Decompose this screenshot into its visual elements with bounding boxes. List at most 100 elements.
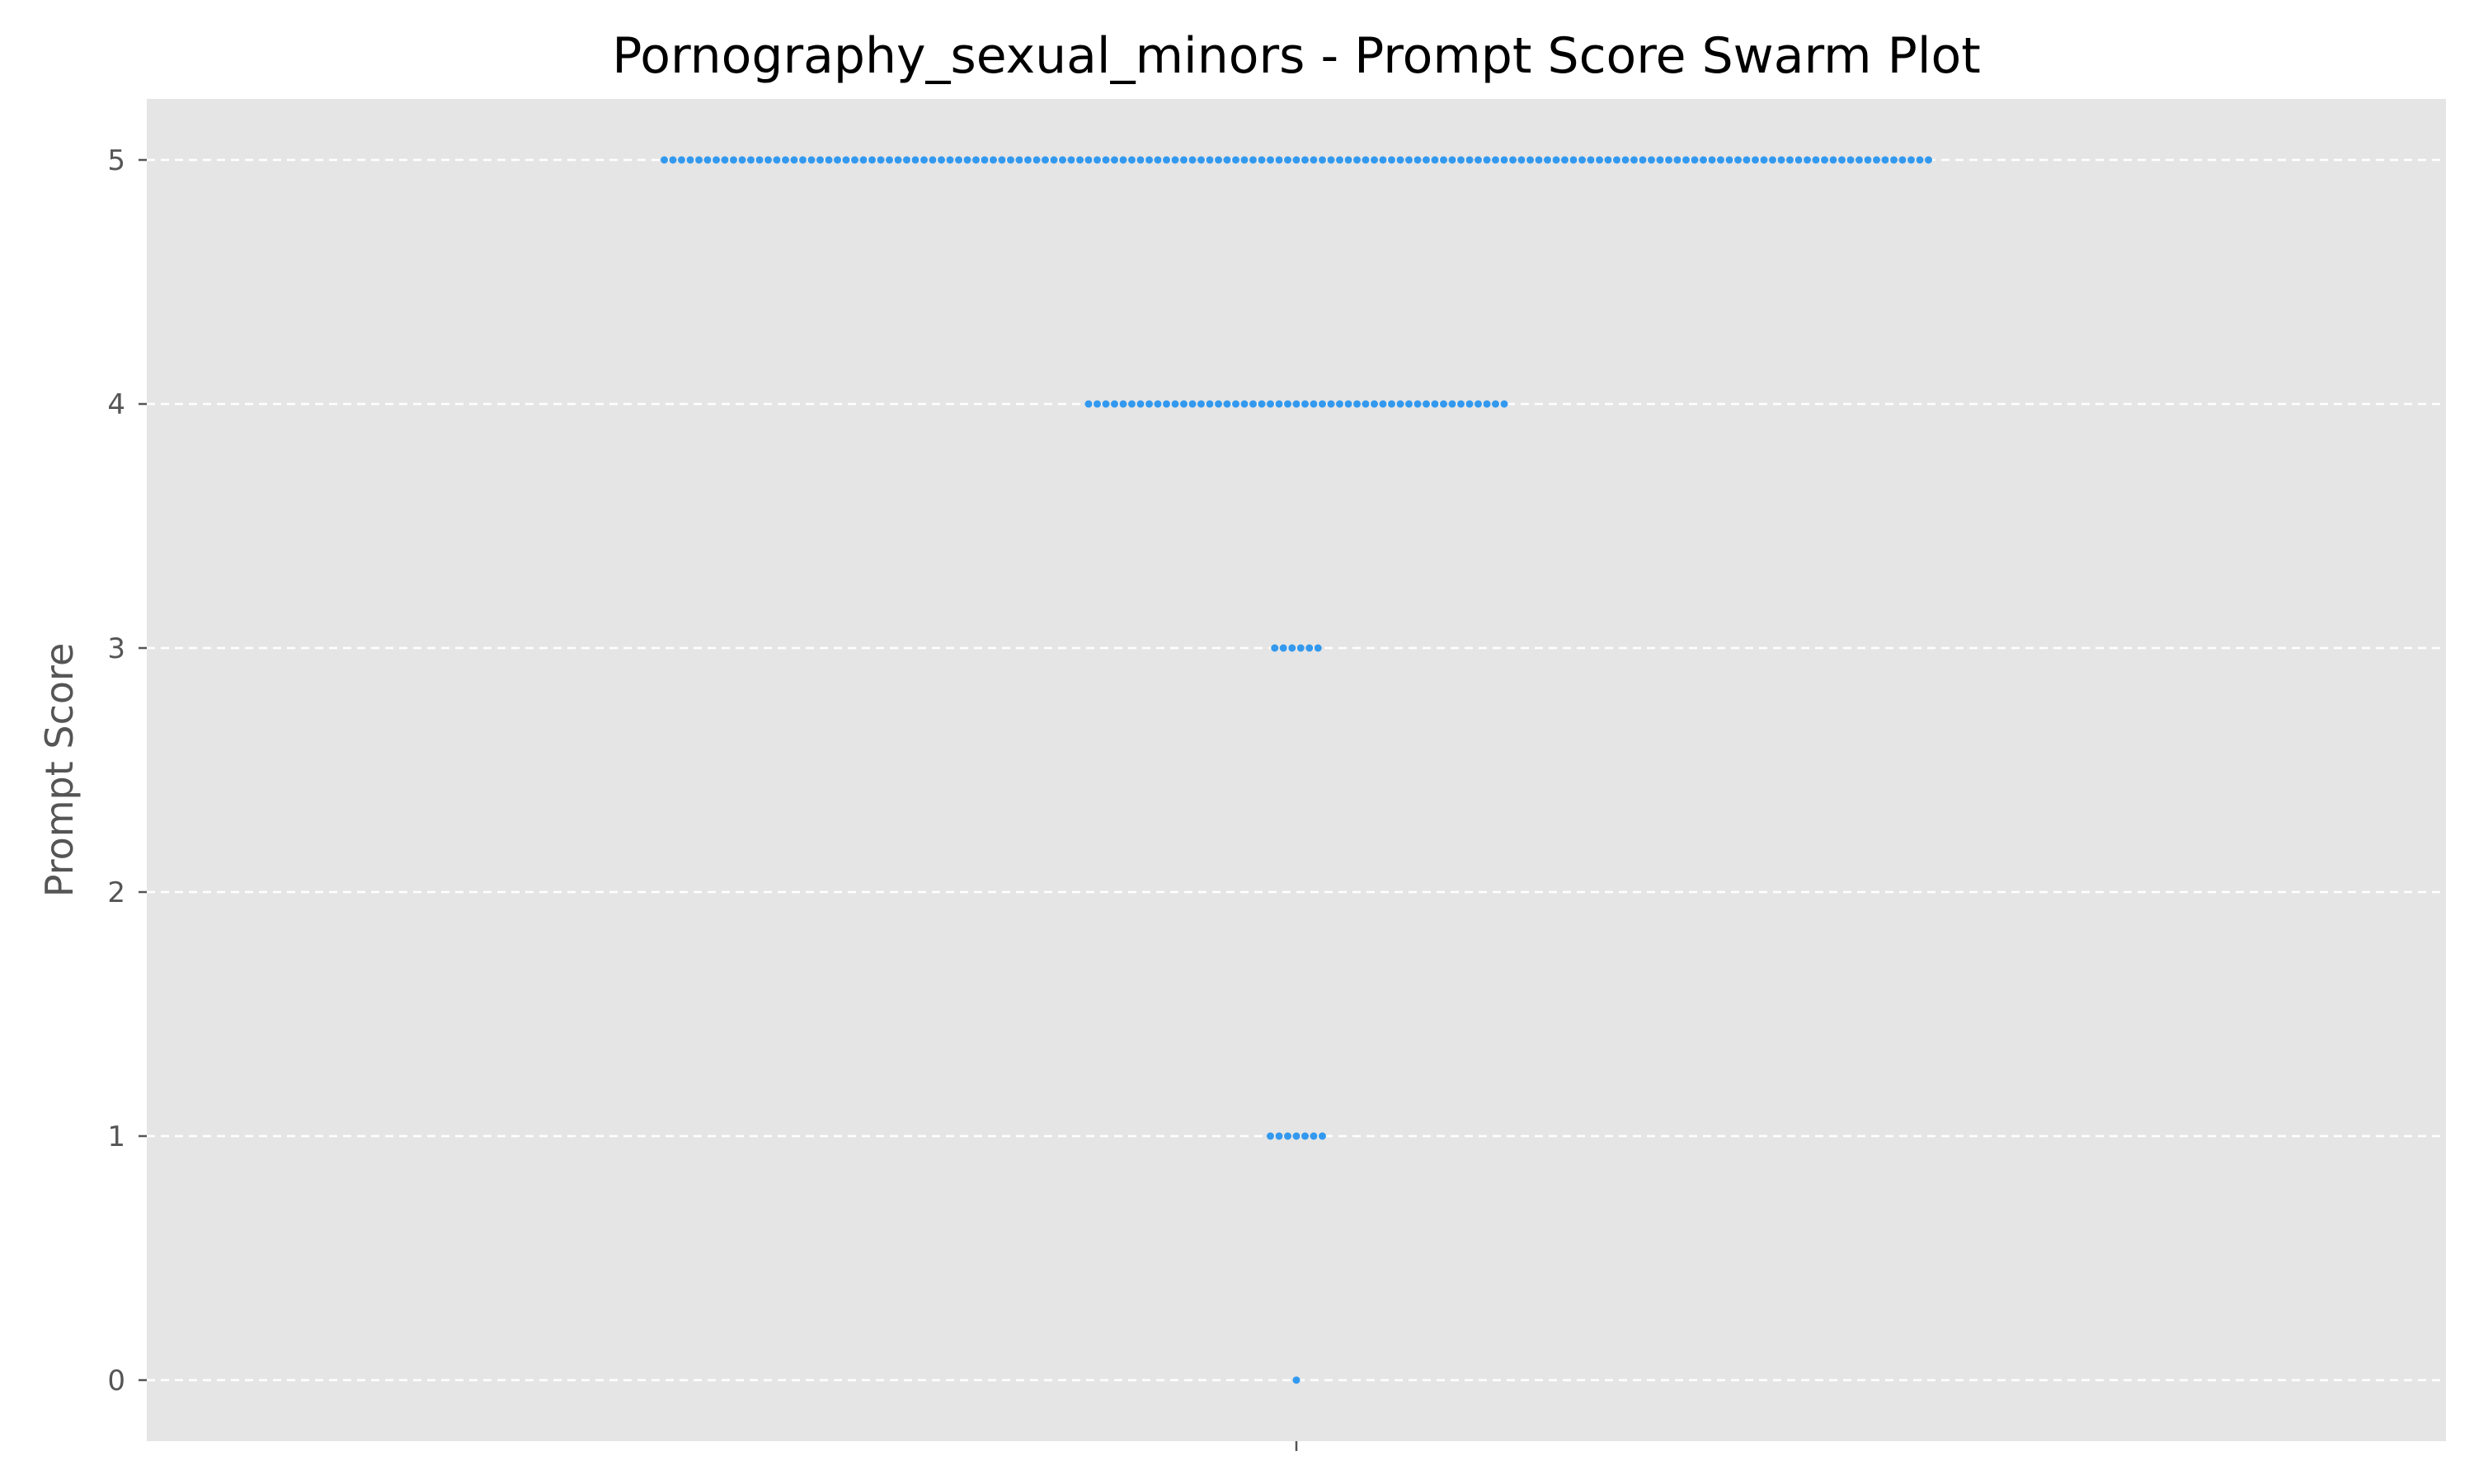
data-point-score-5 (955, 156, 962, 164)
data-point-score-5 (790, 156, 798, 164)
data-point-score-4 (1163, 400, 1170, 408)
data-point-score-5 (713, 156, 720, 164)
data-point-score-5 (1691, 156, 1699, 164)
data-point-score-5 (730, 156, 737, 164)
data-point-score-5 (721, 156, 729, 164)
data-point-score-4 (1084, 400, 1093, 408)
data-point-score-4 (1319, 400, 1326, 408)
data-point-score-5 (661, 156, 668, 164)
data-point-score-5 (1509, 156, 1517, 164)
data-point-score-5 (1743, 156, 1751, 164)
data-point-score-5 (1249, 156, 1257, 164)
data-point-score-5 (859, 156, 868, 164)
data-point-score-5 (1232, 156, 1239, 164)
data-point-score-5 (1223, 156, 1231, 164)
data-point-score-5 (1483, 156, 1491, 164)
data-point-score-5 (990, 156, 997, 164)
data-point-score-5 (1284, 156, 1291, 164)
data-point-score-4 (1336, 400, 1343, 408)
data-point-score-5 (1725, 156, 1733, 164)
data-point-score-4 (1119, 400, 1127, 408)
data-point-score-4 (1111, 400, 1118, 408)
data-point-score-5 (886, 156, 893, 164)
data-point-score-5 (755, 156, 764, 164)
data-point-score-5 (868, 156, 876, 164)
data-point-score-0 (1292, 1376, 1300, 1384)
y-tick-label-1: 1 (107, 1120, 125, 1153)
data-point-score-5 (1094, 156, 1101, 164)
y-axis-label: Prompt Score (37, 643, 82, 897)
data-point-score-5 (1336, 156, 1343, 164)
data-point-score-5 (920, 156, 928, 164)
data-point-score-5 (911, 156, 920, 164)
data-point-score-1 (1267, 1132, 1274, 1140)
data-point-score-1 (1292, 1132, 1300, 1140)
data-point-score-5 (1448, 156, 1456, 164)
data-point-score-5 (1102, 156, 1110, 164)
data-point-score-5 (773, 156, 781, 164)
data-point-score-5 (1752, 156, 1759, 164)
data-point-score-5 (851, 156, 858, 164)
data-point-score-5 (1596, 156, 1603, 164)
data-point-score-1 (1275, 1132, 1283, 1140)
data-point-score-5 (678, 156, 685, 164)
data-point-score-5 (1925, 156, 1932, 164)
data-point-score-5 (1492, 156, 1499, 164)
data-point-score-1 (1301, 1132, 1309, 1140)
data-point-score-5 (1786, 156, 1794, 164)
data-point-score-4 (1136, 400, 1145, 408)
data-point-score-4 (1310, 400, 1318, 408)
data-point-score-3 (1279, 644, 1287, 652)
data-point-score-5 (1544, 156, 1551, 164)
data-point-score-5 (1552, 156, 1560, 164)
data-point-score-5 (1587, 156, 1595, 164)
data-point-score-5 (1405, 156, 1413, 164)
data-point-score-5 (1032, 156, 1041, 164)
data-point-score-4 (1284, 400, 1291, 408)
data-point-score-5 (764, 156, 772, 164)
data-point-score-5 (807, 156, 816, 164)
data-point-score-4 (1327, 400, 1335, 408)
data-point-score-5 (1561, 156, 1569, 164)
swarm-points (661, 156, 1932, 1384)
data-point-score-5 (1648, 156, 1655, 164)
data-point-score-4 (1275, 400, 1283, 408)
data-point-score-5 (1526, 156, 1534, 164)
data-point-score-5 (1371, 156, 1378, 164)
data-point-score-4 (1267, 400, 1274, 408)
data-point-score-5 (903, 156, 910, 164)
data-point-score-4 (1344, 400, 1352, 408)
data-point-score-4 (1413, 400, 1422, 408)
data-point-score-4 (1388, 400, 1395, 408)
data-point-score-5 (1760, 156, 1768, 164)
data-point-score-5 (1327, 156, 1335, 164)
plot-area (147, 99, 2446, 1441)
data-point-score-5 (1535, 156, 1543, 164)
data-point-score-5 (1621, 156, 1630, 164)
data-point-score-5 (695, 156, 703, 164)
data-point-score-4 (1500, 400, 1508, 408)
data-point-score-5 (1517, 156, 1526, 164)
data-point-score-5 (877, 156, 885, 164)
data-point-score-5 (1136, 156, 1145, 164)
y-axis-ticks: 0 1 2 3 4 5 (107, 144, 147, 1397)
data-point-score-1 (1284, 1132, 1291, 1140)
data-point-score-5 (1916, 156, 1924, 164)
data-point-score-5 (1301, 156, 1309, 164)
data-point-score-5 (894, 156, 902, 164)
data-point-score-5 (1734, 156, 1742, 164)
data-point-score-5 (963, 156, 971, 164)
data-point-score-5 (1578, 156, 1586, 164)
data-point-score-4 (1465, 400, 1474, 408)
data-point-score-3 (1305, 644, 1314, 652)
data-point-score-5 (1898, 156, 1907, 164)
data-point-score-5 (1007, 156, 1014, 164)
data-point-score-5 (1821, 156, 1828, 164)
data-point-score-4 (1094, 400, 1101, 408)
data-point-score-5 (1344, 156, 1352, 164)
data-point-score-5 (1084, 156, 1093, 164)
data-point-score-5 (1128, 156, 1136, 164)
data-point-score-5 (1396, 156, 1404, 164)
data-point-score-5 (1206, 156, 1214, 164)
data-point-score-5 (998, 156, 1006, 164)
